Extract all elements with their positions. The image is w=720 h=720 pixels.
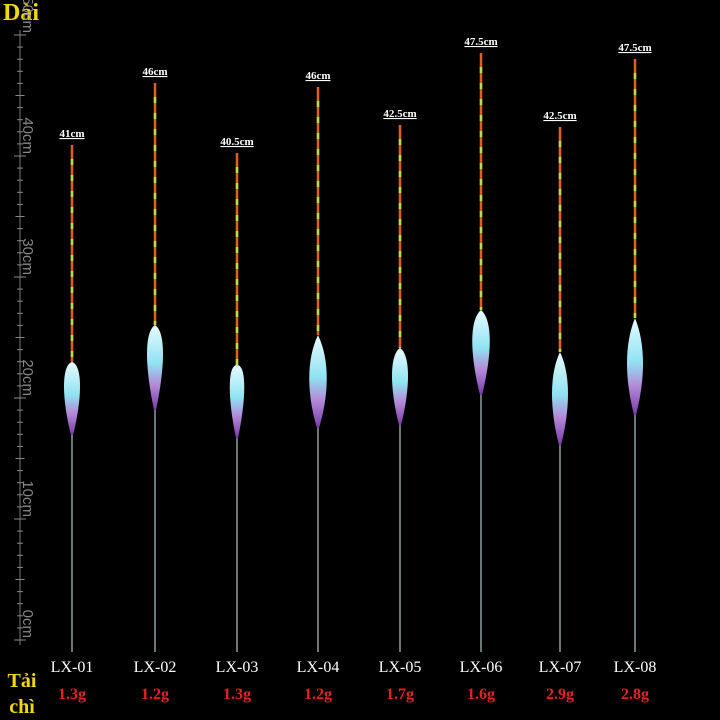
float-weight: 1.3g bbox=[223, 686, 251, 703]
float: 47.5cm LX-06 1.6g bbox=[460, 36, 503, 703]
body bbox=[627, 318, 643, 415]
body bbox=[229, 365, 245, 438]
float-name: LX-04 bbox=[297, 659, 340, 676]
length-label: 46cm bbox=[305, 70, 330, 82]
float-weight: 1.2g bbox=[141, 686, 169, 703]
float-name: LX-05 bbox=[379, 659, 422, 676]
float: 42.5cm LX-05 1.7g bbox=[379, 108, 422, 703]
float-weight: 2.8g bbox=[621, 686, 649, 703]
body bbox=[147, 325, 163, 410]
float-weight: 1.6g bbox=[467, 686, 495, 703]
float-weight: 1.3g bbox=[58, 686, 86, 703]
body bbox=[309, 335, 327, 428]
length-label: 42.5cm bbox=[543, 110, 576, 122]
float: 46cm LX-04 1.2g bbox=[297, 70, 340, 703]
float-weight: 1.7g bbox=[386, 686, 414, 703]
weight-heading: Tải chì bbox=[7, 670, 37, 718]
float: 40.5cm LX-03 1.3g bbox=[216, 136, 259, 703]
float-name: LX-06 bbox=[460, 659, 503, 676]
ruler-label: 50cm bbox=[19, 0, 36, 33]
length-label: 42.5cm bbox=[383, 108, 416, 120]
body bbox=[64, 362, 80, 435]
ruler-label: 20cm bbox=[19, 359, 36, 396]
float-name: LX-07 bbox=[539, 659, 582, 676]
length-label: 41cm bbox=[59, 128, 84, 140]
body bbox=[392, 348, 408, 425]
length-label: 40.5cm bbox=[220, 136, 253, 148]
ruler-label: 10cm bbox=[19, 480, 36, 517]
length-label: 47.5cm bbox=[464, 36, 497, 48]
ruler-label: 0cm bbox=[19, 610, 36, 638]
float-weight: 1.2g bbox=[304, 686, 332, 703]
body bbox=[472, 310, 490, 395]
float: 46cm LX-02 1.2g bbox=[134, 66, 177, 703]
float: 41cm LX-01 1.3g bbox=[51, 128, 94, 703]
length-heading: Dài bbox=[3, 0, 39, 26]
length-label: 47.5cm bbox=[618, 42, 651, 54]
float: 42.5cm LX-07 2.9g bbox=[539, 110, 582, 703]
float-name: LX-01 bbox=[51, 659, 94, 676]
ruler-label: 30cm bbox=[19, 238, 36, 275]
body bbox=[552, 352, 568, 445]
float: 47.5cm LX-08 2.8g bbox=[614, 42, 657, 703]
ruler-label: 40cm bbox=[19, 117, 36, 154]
length-label: 46cm bbox=[142, 66, 167, 78]
float-name: LX-02 bbox=[134, 659, 177, 676]
float-name: LX-08 bbox=[614, 659, 657, 676]
float-weight: 2.9g bbox=[546, 686, 574, 703]
float-name: LX-03 bbox=[216, 659, 259, 676]
